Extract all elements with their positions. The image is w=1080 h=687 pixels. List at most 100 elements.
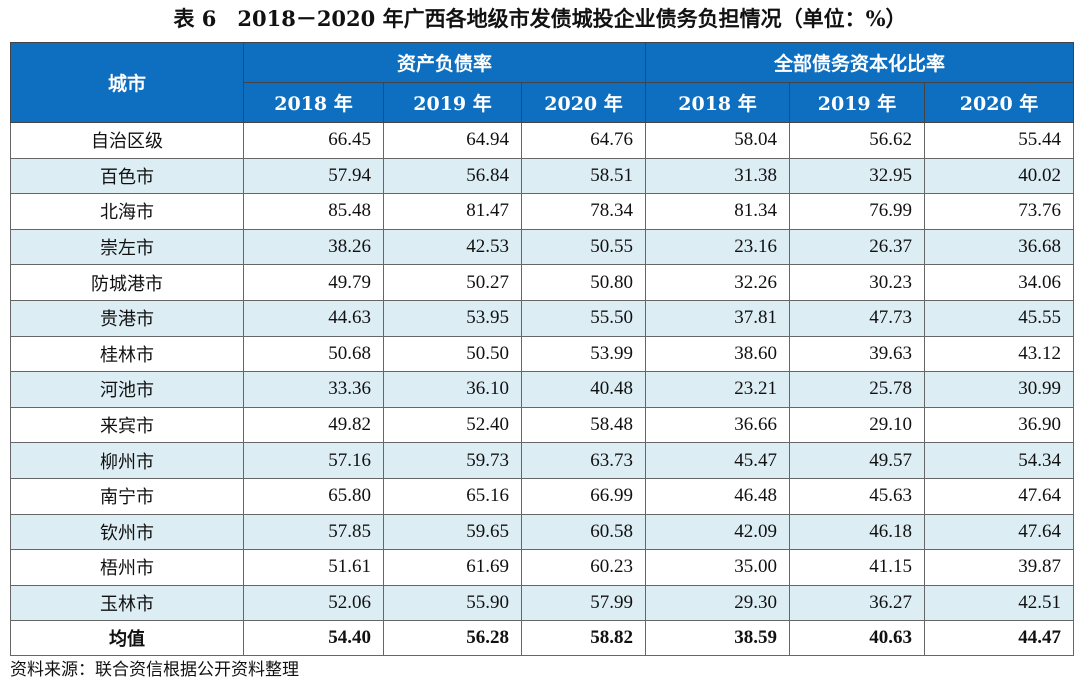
value-cell: 26.37 (789, 228, 926, 266)
value-cell: 64.94 (383, 122, 522, 159)
value-cell: 30.99 (924, 371, 1075, 408)
value-cell: 53.95 (383, 299, 522, 337)
value-cell: 51.61 (243, 549, 384, 586)
value-cell: 25.78 (789, 371, 926, 408)
table-row: 崇左市 38.26 42.53 50.55 23.16 26.37 36.68 (10, 228, 1075, 266)
table-row: 防城港市 49.79 50.27 50.80 32.26 30.23 34.06 (10, 264, 1075, 301)
table-row: 柳州市 57.16 59.73 63.73 45.47 49.57 54.34 (10, 442, 1075, 479)
value-cell: 47.73 (789, 299, 926, 337)
table-row: 南宁市 65.80 65.16 66.99 46.48 45.63 47.64 (10, 477, 1075, 515)
value-cell: 50.55 (520, 228, 647, 266)
year-header: 2018 年 (645, 82, 791, 123)
value-cell: 66.45 (243, 122, 384, 159)
value-cell: 57.85 (243, 513, 384, 551)
table-row: 桂林市 50.68 50.50 53.99 38.60 39.63 43.12 (10, 335, 1075, 373)
value-cell: 58.51 (520, 157, 647, 195)
value-cell: 39.87 (924, 549, 1075, 586)
value-cell: 78.34 (520, 193, 647, 230)
value-cell: 64.76 (520, 122, 647, 159)
year-header: 2018 年 (243, 82, 384, 123)
city-cell: 均值 (10, 620, 244, 657)
value-cell: 32.26 (645, 264, 791, 301)
value-cell: 85.48 (243, 193, 384, 230)
value-cell: 50.80 (520, 264, 647, 301)
value-cell: 49.82 (243, 406, 384, 444)
value-cell: 46.48 (645, 477, 791, 515)
year-header: 2019 年 (789, 82, 926, 123)
value-cell: 55.90 (383, 584, 522, 622)
average-row: 均值 54.40 56.28 58.82 38.59 40.63 44.47 (10, 620, 1075, 657)
value-cell: 37.81 (645, 299, 791, 337)
table-row: 梧州市 51.61 61.69 60.23 35.00 41.15 39.87 (10, 549, 1075, 586)
value-cell: 55.44 (924, 122, 1075, 159)
value-cell: 38.59 (645, 620, 791, 657)
value-cell: 42.09 (645, 513, 791, 551)
city-cell: 来宾市 (10, 406, 244, 444)
value-cell: 76.99 (789, 193, 926, 230)
value-cell: 50.50 (383, 335, 522, 373)
value-cell: 32.95 (789, 157, 926, 195)
debt-capitalization-header: 全部债务资本化比率 (645, 42, 1075, 83)
value-cell: 52.06 (243, 584, 384, 622)
value-cell: 66.99 (520, 477, 647, 515)
value-cell: 43.12 (924, 335, 1075, 373)
value-cell: 36.68 (924, 228, 1075, 266)
city-cell: 北海市 (10, 193, 244, 230)
city-header: 城市 (10, 42, 244, 123)
value-cell: 40.63 (789, 620, 926, 657)
value-cell: 30.23 (789, 264, 926, 301)
value-cell: 57.94 (243, 157, 384, 195)
value-cell: 50.27 (383, 264, 522, 301)
value-cell: 56.84 (383, 157, 522, 195)
table-row: 北海市 85.48 81.47 78.34 81.34 76.99 73.76 (10, 193, 1075, 230)
value-cell: 36.27 (789, 584, 926, 622)
city-cell: 柳州市 (10, 442, 244, 479)
value-cell: 56.28 (383, 620, 522, 657)
debt-burden-table: 城市 资产负债率 全部债务资本化比率 2018 年 2019 年 2020 年 201… (10, 42, 1075, 657)
value-cell: 60.58 (520, 513, 647, 551)
value-cell: 47.64 (924, 513, 1075, 551)
city-cell: 百色市 (10, 157, 244, 195)
year-header: 2020 年 (924, 82, 1075, 123)
value-cell: 58.04 (645, 122, 791, 159)
city-cell: 玉林市 (10, 584, 244, 622)
value-cell: 34.06 (924, 264, 1075, 301)
value-cell: 40.02 (924, 157, 1075, 195)
value-cell: 54.40 (243, 620, 384, 657)
value-cell: 23.16 (645, 228, 791, 266)
table-row: 玉林市 52.06 55.90 57.99 29.30 36.27 42.51 (10, 584, 1075, 622)
city-cell: 梧州市 (10, 549, 244, 586)
value-cell: 38.26 (243, 228, 384, 266)
value-cell: 56.62 (789, 122, 926, 159)
table-title: 表 6 2018－2020 年广西各地级市发债城投企业债务负担情况（单位：%） (173, 6, 907, 31)
value-cell: 55.50 (520, 299, 647, 337)
city-cell: 桂林市 (10, 335, 244, 373)
value-cell: 53.99 (520, 335, 647, 373)
value-cell: 23.21 (645, 371, 791, 408)
value-cell: 40.48 (520, 371, 647, 408)
value-cell: 50.68 (243, 335, 384, 373)
value-cell: 31.38 (645, 157, 791, 195)
value-cell: 59.73 (383, 442, 522, 479)
city-cell: 防城港市 (10, 264, 244, 301)
value-cell: 81.47 (383, 193, 522, 230)
asset-liability-header: 资产负债率 (242, 42, 647, 83)
value-cell: 57.16 (243, 442, 384, 479)
city-cell: 南宁市 (10, 477, 244, 515)
value-cell: 52.40 (383, 406, 522, 444)
value-cell: 65.80 (243, 477, 384, 515)
value-cell: 81.34 (645, 193, 791, 230)
value-cell: 42.53 (383, 228, 522, 266)
table-row: 自治区级 66.45 64.94 64.76 58.04 56.62 55.44 (10, 122, 1075, 159)
value-cell: 60.23 (520, 549, 647, 586)
value-cell: 29.10 (789, 406, 926, 444)
table-row: 来宾市 49.82 52.40 58.48 36.66 29.10 36.90 (10, 406, 1075, 444)
value-cell: 49.79 (243, 264, 384, 301)
city-cell: 自治区级 (10, 122, 244, 159)
city-cell: 钦州市 (10, 513, 244, 551)
value-cell: 54.34 (924, 442, 1075, 479)
value-cell: 36.90 (924, 406, 1075, 444)
value-cell: 61.69 (383, 549, 522, 586)
table-row: 百色市 57.94 56.84 58.51 31.38 32.95 40.02 (10, 157, 1075, 195)
value-cell: 45.47 (645, 442, 791, 479)
